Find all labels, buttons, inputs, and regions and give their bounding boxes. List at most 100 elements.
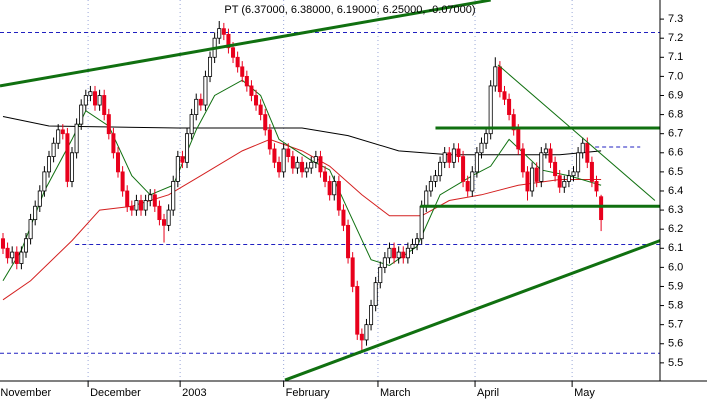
candle-body xyxy=(83,95,88,106)
x-tick-label: November xyxy=(0,387,51,399)
candle-body xyxy=(497,66,502,93)
candle-body xyxy=(272,148,277,163)
candle-body xyxy=(125,190,130,207)
candle-body xyxy=(97,95,102,106)
candle-body xyxy=(488,85,493,135)
candle-body xyxy=(51,142,56,158)
candle-body xyxy=(221,28,226,35)
candle-body xyxy=(534,167,539,182)
candle-body xyxy=(539,152,544,182)
candle-body xyxy=(470,171,475,192)
ma-line xyxy=(2,116,602,156)
candle-body xyxy=(511,114,516,131)
candle-body xyxy=(553,161,558,177)
candle-body xyxy=(162,219,167,226)
candle-body xyxy=(290,156,295,169)
candle-body xyxy=(152,194,157,207)
y-tick-label: 6.2 xyxy=(668,223,683,235)
axes: 5.5 5.6 5.7 5.8 5.9 6.0 6.1 6.2 6.3 6.4 6.5 6.6 6.7 6… xyxy=(0,13,683,399)
candle-body xyxy=(185,133,190,163)
candle-body xyxy=(286,148,291,158)
candle-body xyxy=(254,95,259,106)
candle-body xyxy=(304,167,309,173)
y-tick-label: 6.7 xyxy=(668,128,683,140)
candle-body xyxy=(134,200,139,211)
candle-body xyxy=(198,98,203,106)
y-tick-label: 5.5 xyxy=(668,357,683,369)
candle-body xyxy=(300,161,305,173)
candle-body xyxy=(364,324,369,341)
candle-body xyxy=(387,247,392,259)
candle-body xyxy=(79,104,84,125)
candle-body xyxy=(313,156,318,163)
candle-body xyxy=(599,196,604,221)
plot xyxy=(0,0,661,382)
y-tick-label: 7.1 xyxy=(668,51,683,63)
candle-body xyxy=(530,167,535,192)
candle-body xyxy=(309,161,314,169)
candle-body xyxy=(479,142,484,154)
candle-body xyxy=(65,133,70,182)
y-tick-label: 5.6 xyxy=(668,338,683,350)
candle-body xyxy=(350,257,355,287)
candle-body xyxy=(369,305,374,326)
candle-body xyxy=(332,181,337,196)
candle-body xyxy=(120,171,125,192)
candle-body xyxy=(148,194,153,201)
candle-body xyxy=(277,161,282,173)
candle-body xyxy=(244,75,249,87)
candle-body xyxy=(424,190,429,207)
candle-body xyxy=(346,224,351,259)
candle-body xyxy=(382,257,387,268)
candle-body xyxy=(594,181,599,192)
y-tick-label: 6.5 xyxy=(668,166,683,178)
candle-body xyxy=(175,156,180,182)
candle-body xyxy=(28,219,33,240)
candle-body xyxy=(166,209,171,226)
trend-line xyxy=(497,64,656,201)
candle-body xyxy=(102,95,107,115)
candle-body xyxy=(46,156,52,173)
candle-body xyxy=(520,148,525,173)
candle-body xyxy=(0,238,6,249)
x-tick-label: December xyxy=(90,387,141,399)
candle-body xyxy=(180,156,185,163)
candle-body xyxy=(562,181,567,188)
ma-line xyxy=(2,79,602,281)
candle-body xyxy=(419,205,424,240)
candle-body xyxy=(194,98,199,115)
candle-body xyxy=(129,205,134,211)
candle-body xyxy=(447,152,452,163)
candle-body xyxy=(525,171,530,192)
candle-body xyxy=(157,205,162,221)
candle-body xyxy=(69,152,75,182)
candle-body xyxy=(359,333,364,341)
candle-body xyxy=(401,251,406,259)
candle-body xyxy=(451,148,456,163)
candle-body xyxy=(442,152,447,163)
candle-body xyxy=(410,244,415,249)
candle-body xyxy=(580,142,585,154)
x-tick-label: February xyxy=(286,387,331,399)
candle-body xyxy=(502,91,507,100)
candle-body xyxy=(74,123,79,154)
y-tick-label: 6.3 xyxy=(668,204,683,216)
candle-body xyxy=(143,200,148,211)
candle-body xyxy=(19,251,24,264)
candle-body xyxy=(116,152,121,173)
y-tick-label: 6.4 xyxy=(668,185,683,197)
candle-body xyxy=(171,181,176,211)
candle-body xyxy=(23,238,29,253)
y-tick-label: 6.0 xyxy=(668,261,683,273)
candle-body xyxy=(493,66,498,87)
candle-body xyxy=(111,133,116,154)
candle-body xyxy=(258,104,263,115)
candle-body xyxy=(231,47,236,58)
candle-body xyxy=(235,56,240,68)
y-tick-label: 7.0 xyxy=(668,70,683,82)
candle-body xyxy=(433,175,438,182)
candle-body xyxy=(139,200,144,211)
y-tick-label: 6.1 xyxy=(668,242,683,254)
candle-body xyxy=(589,161,594,182)
